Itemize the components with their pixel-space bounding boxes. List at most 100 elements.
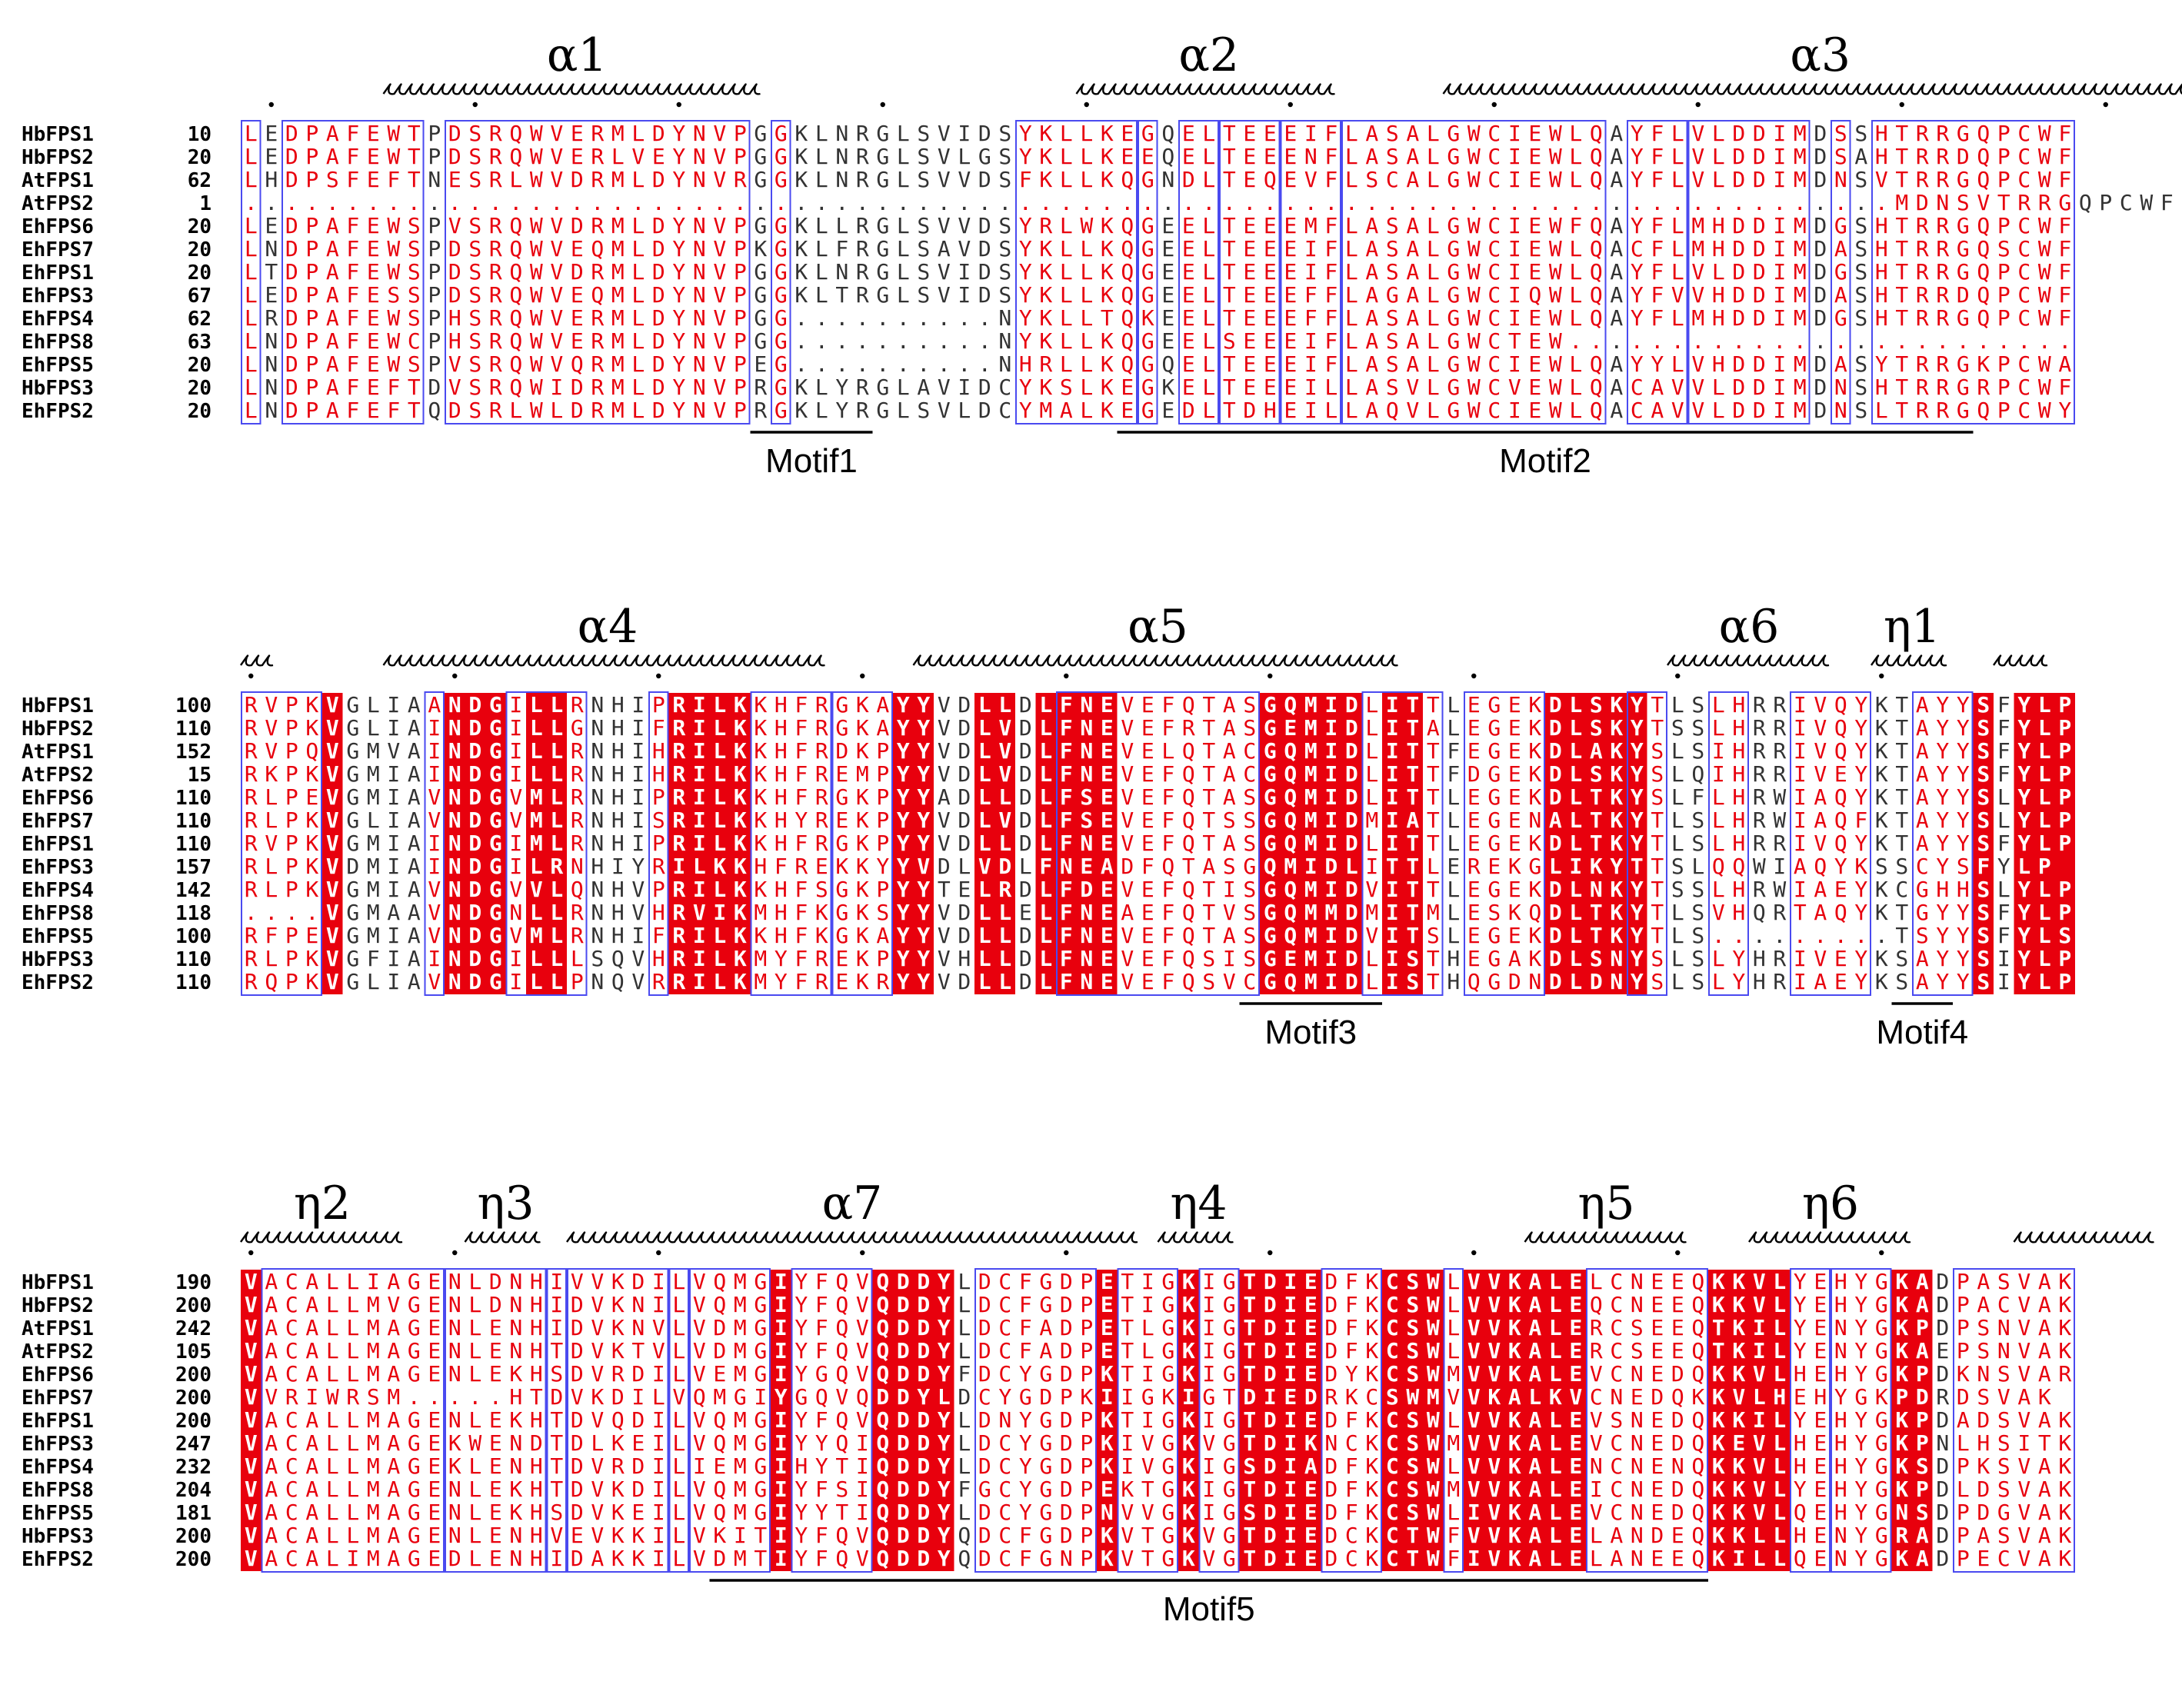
residue: S [1691,946,1704,971]
sequence-name: EhFPS2 [22,400,94,423]
residue: K [734,877,747,902]
identical-column-fill [1178,1270,1199,1571]
sequence-start-position: 200 [175,1525,212,1548]
residue: V [326,900,339,925]
residue: . [346,190,359,215]
residue: G [1161,1407,1174,1433]
residue: D [1753,144,1766,169]
residue: K [734,969,747,994]
residue: L [1427,213,1440,238]
residue: D [978,1546,991,1571]
residue: P [305,259,318,285]
residue: E [1814,1430,1827,1456]
residue: A [1834,282,1847,308]
residue: Q [713,1292,726,1317]
residue: I [1324,807,1338,833]
residue: T [1651,831,1664,856]
residue: D [1549,692,1562,717]
residue: S [1977,1384,1990,1410]
residue: A [265,1269,278,1294]
residue: P [1080,1546,1093,1571]
residue: V [387,1292,400,1317]
residue: S [1691,692,1704,717]
residue: Q [958,1546,971,1571]
residue: T [1651,854,1664,879]
sequence-start-position: 20 [188,238,212,261]
residue: G [775,236,788,261]
residue: F [1447,738,1460,764]
residue: T [938,877,951,902]
residue: Y [2017,738,2030,764]
residue: D [1019,761,1032,787]
residue: P [305,167,318,192]
residue: S [1427,923,1440,948]
residue: E [1019,900,1032,925]
sequence-name: EhFPS5 [22,925,94,948]
residue: L [1569,738,1582,764]
residue: N [835,167,848,192]
residue: S [1243,807,1256,833]
residue: T [1895,923,1908,948]
residue: L [1202,398,1215,423]
residue: H [611,807,625,833]
residue: H [652,761,665,787]
residue: D [652,236,665,261]
residue: T [1223,121,1236,146]
sequence-start-position: 20 [188,354,212,377]
residue: I [1794,877,1807,902]
residue: V [1406,398,1419,423]
helix-glyph [1748,1231,1911,1244]
residue: Y [2017,784,2030,810]
residue: G [775,398,788,423]
residue: Q [1814,854,1827,879]
residue: V [1447,1384,1460,1410]
residue: H [611,831,625,856]
residue: C [285,1407,298,1433]
residue: R [245,877,258,902]
residue: F [652,923,665,948]
residue: D [652,305,665,331]
residue: D [571,1430,584,1456]
residue: A [2038,1523,2051,1548]
residue: W [387,351,400,377]
residue: P [1080,1407,1093,1433]
residue: D [468,969,481,994]
position-dot [1064,1250,1069,1256]
residue: A [1610,282,1623,308]
residue: R [1936,375,1949,400]
residue: S [1386,144,1399,169]
residue: E [571,144,584,169]
residue: D [1324,1269,1338,1294]
residue: . [1854,923,1867,948]
structure-label: α6 [1719,600,1780,654]
sequence-name: HbFPS2 [22,1294,94,1317]
residue: L [1569,715,1582,741]
residue: . [509,190,522,215]
sequence-name: EhFPS1 [22,833,94,856]
residue: M [1427,1384,1440,1410]
residue: A [1651,398,1664,423]
residue: V [1202,1546,1215,1571]
residue: E [1447,854,1460,879]
residue: F [2160,190,2174,215]
residue: V [1121,831,1134,856]
residue: S [1386,328,1399,354]
residue: . [1569,328,1582,354]
residue: T [1895,259,1908,285]
residue: L [1712,969,1725,994]
residue: E [448,167,461,192]
residue: Q [509,213,522,238]
residue: C [2017,375,2030,400]
residue: F [1651,121,1664,146]
residue: A [326,375,339,400]
residue: C [1895,877,1908,902]
residue: . [387,190,400,215]
residue: T [1202,738,1215,764]
residue: Q [1691,1430,1704,1456]
residue: Q [1121,305,1134,331]
residue: A [1223,738,1236,764]
residue: R [489,328,502,354]
residue: Y [1651,351,1664,377]
residue: I [1794,784,1807,810]
residue: L [326,1546,339,1571]
